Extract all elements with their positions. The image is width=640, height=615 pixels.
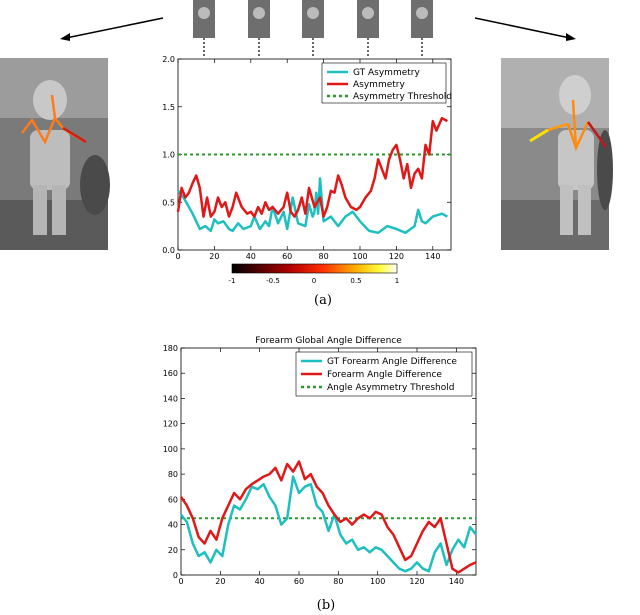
x-tick-label: 100 (370, 577, 385, 586)
legend-label: Asymmetry (353, 80, 405, 90)
y-tick-label: 180 (163, 344, 178, 353)
arrow-left-icon (60, 17, 164, 41)
colorbar-tick: 1 (395, 277, 399, 285)
y-tick-label: 100 (163, 445, 178, 454)
x-tick-label: 100 (352, 252, 367, 261)
x-tick-label: 40 (246, 252, 256, 261)
x-tick-label: 0 (178, 577, 183, 586)
y-tick-label: 40 (168, 521, 178, 530)
legend-label: GT Asymmetry (353, 68, 420, 78)
legend-box (295, 351, 473, 397)
series-line-0 (180, 475, 477, 573)
colorbar: -1 -0.5 0 0.5 1 (229, 263, 399, 285)
y-tick-label: 20 (168, 546, 178, 555)
x-tick-label: 140 (425, 252, 440, 261)
y-tick-label: 140 (163, 394, 178, 403)
x-tick-label: 120 (389, 252, 404, 261)
y-tick-label: 0.5 (162, 198, 175, 207)
x-tick-label: 80 (333, 577, 343, 586)
x-tick-label: 60 (282, 252, 292, 261)
colorbar-tick: -1 (229, 277, 236, 285)
x-tick-label: 0 (175, 252, 180, 261)
x-tick-label: 40 (255, 577, 265, 586)
series-line-1 (176, 116, 448, 218)
right-photo (501, 58, 613, 250)
y-tick-label: 160 (163, 369, 178, 378)
series-line-1 (179, 460, 477, 574)
y-tick-label: 120 (163, 420, 178, 429)
colorbar-tick: -0.5 (266, 277, 280, 285)
y-tick-label: 1.0 (162, 151, 175, 160)
x-tick-label: 140 (449, 577, 464, 586)
legend-label: Forearm Angle Difference (327, 370, 442, 380)
x-tick-label: 120 (409, 577, 424, 586)
y-tick-label: 0 (173, 571, 178, 580)
chart-title: Forearm Global Angle Difference (255, 336, 402, 346)
arrow-right-icon (474, 17, 576, 41)
left-photo (0, 58, 110, 250)
x-tick-label: 20 (209, 252, 219, 261)
legend-label: Angle Asymmetry Threshold (327, 383, 455, 393)
colorbar-tick: 0.5 (350, 277, 361, 285)
x-tick-label: 20 (215, 577, 225, 586)
caption-b: (b) (317, 598, 335, 613)
caption-a: (a) (314, 293, 332, 308)
legend-label: GT Forearm Angle Difference (327, 357, 457, 367)
y-tick-label: 2.0 (162, 55, 175, 64)
legend-label: Asymmetry Threshold (353, 92, 452, 102)
chart-forearm-angle: 0 20 40 60 80 100 120 140 0 20 40 60 80 100 120 140 160 1… (163, 336, 477, 586)
y-tick-label: 0.0 (162, 246, 175, 255)
chart-asymmetry: 0 20 40 60 80 100 120 140 0.0 0.5 1.0 1.5 2.0 GT Asym… (162, 55, 452, 261)
y-tick-label: 1.5 (162, 103, 175, 112)
y-tick-label: 60 (168, 495, 178, 504)
thumbnail-strip (193, 0, 433, 58)
series-line-0 (177, 177, 448, 235)
x-tick-label: 60 (294, 577, 304, 586)
colorbar-tick: 0 (312, 277, 316, 285)
x-tick-label: 80 (319, 252, 329, 261)
y-tick-label: 80 (168, 470, 178, 479)
